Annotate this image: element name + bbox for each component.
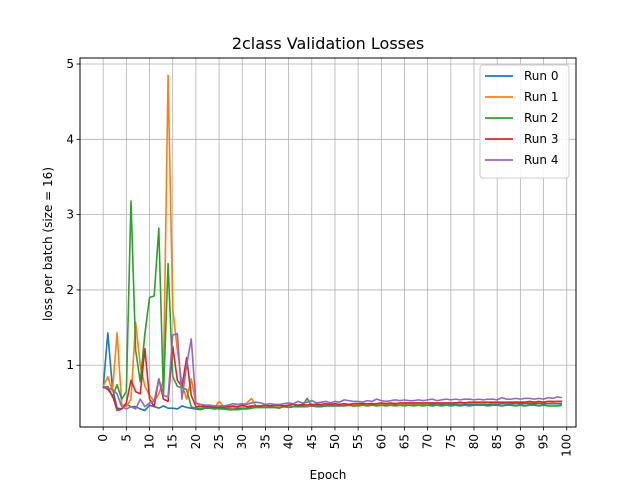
x-tick-label: 70 (421, 434, 435, 449)
x-tick-label: 50 (328, 434, 342, 449)
x-tick-label: 90 (513, 434, 527, 449)
grid (80, 58, 576, 427)
chart-title: 2class Validation Losses (232, 34, 424, 53)
x-tick-label: 40 (282, 434, 296, 449)
x-tick-label: 45 (305, 434, 319, 449)
y-tick-label: 1 (66, 358, 74, 372)
x-tick-label: 25 (212, 434, 226, 449)
x-tick-label: 30 (235, 434, 249, 449)
plot-area (102, 74, 563, 412)
series-line-4 (102, 332, 563, 410)
x-tick-label: 60 (374, 434, 388, 449)
legend-label: Run 3 (524, 132, 558, 146)
x-tick-label: 55 (351, 434, 365, 449)
x-tick-label: 75 (444, 434, 458, 449)
x-tick-label: 95 (537, 434, 551, 449)
x-tick-label: 85 (490, 434, 504, 449)
series-line-3 (102, 345, 563, 412)
axes-frame (79, 57, 577, 428)
y-tick-label: 3 (66, 208, 74, 222)
y-axis-label: loss per batch (size = 16) (41, 167, 55, 321)
x-tick-label: 5 (119, 434, 133, 442)
x-axis: 0 5 10 15 20 25 30 35 40 45 50 55 60 65 70 75 80 85 90 95 10… (96, 427, 574, 457)
x-tick-label: 100 (560, 434, 574, 457)
legend-label: Run 0 (524, 69, 558, 83)
legend-label: Run 1 (524, 90, 558, 104)
y-tick-label: 5 (66, 57, 74, 71)
series-line-2 (102, 200, 563, 411)
legend-label: Run 2 (524, 111, 558, 125)
x-tick-label: 80 (467, 434, 481, 449)
x-tick-label: 35 (258, 434, 272, 449)
x-tick-label: 20 (189, 434, 203, 449)
x-tick-label: 65 (397, 434, 411, 449)
legend: Run 0 Run 1 Run 2 Run 3 Run 4 (479, 64, 570, 179)
legend-box (479, 64, 570, 179)
x-axis-label: Epoch (310, 468, 347, 480)
x-tick-label: 0 (96, 434, 110, 442)
x-tick-label: 10 (143, 434, 157, 449)
legend-label: Run 4 (524, 153, 558, 167)
y-tick-label: 4 (66, 132, 74, 146)
y-axis: 1 2 3 4 5 (66, 57, 80, 372)
x-tick-label: 15 (166, 434, 180, 449)
y-tick-label: 2 (66, 283, 74, 297)
